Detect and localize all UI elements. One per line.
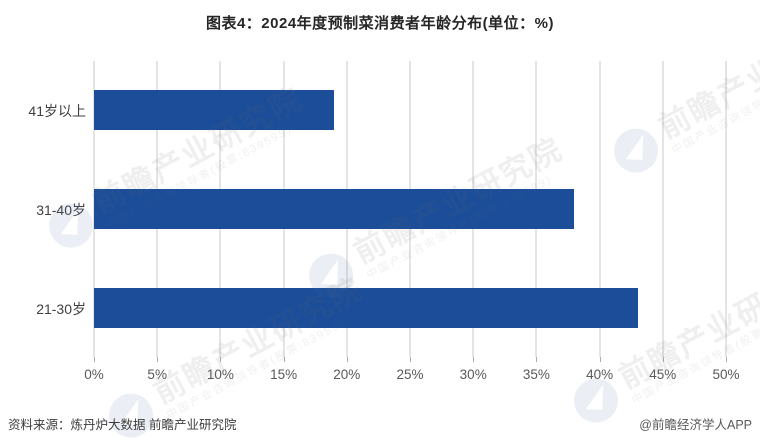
x-tick-label: 15% (270, 367, 298, 382)
axis-tick (536, 357, 538, 362)
x-tick-label: 20% (333, 367, 361, 382)
axis-tick (410, 357, 411, 362)
x-tick-label: 45% (649, 367, 677, 382)
bar-31-40岁 (94, 189, 575, 229)
chart-title: 图表4：2024年度预制菜消费者年龄分布(单位：%) (205, 15, 555, 32)
gridline (725, 61, 727, 357)
bar-21-30岁 (94, 287, 638, 328)
axis-tick (94, 357, 95, 362)
axis-tick (662, 357, 664, 362)
x-tick-label: 30% (459, 367, 487, 382)
gridline (661, 61, 664, 357)
x-tick-label: 10% (206, 367, 234, 382)
category-label: 21-30岁 (36, 300, 86, 317)
gridline (598, 61, 601, 357)
x-tick-label: 0% (84, 367, 104, 382)
category-label: 41岁以上 (28, 103, 86, 120)
credit-note: @前瞻经济学人APP (639, 418, 752, 432)
source-note: 资料来源：炼丹炉大数据 前瞻产业研究院 (8, 418, 237, 432)
x-tick-label: 40% (586, 367, 614, 382)
axis-tick (157, 357, 159, 362)
axis-tick (220, 357, 222, 362)
axis-tick (346, 357, 348, 362)
x-tick-label: 25% (396, 367, 424, 382)
x-tick-label: 35% (522, 367, 550, 382)
category-label: 31-40岁 (36, 202, 86, 218)
axis-tick (726, 357, 727, 362)
axis-tick (599, 357, 601, 362)
x-axis-tick-labels: 0% 5% 10% 15% 20% 25% 30% 35% 40% 45% 50% (84, 367, 739, 387)
axis-tick (473, 357, 475, 362)
x-tick-label: 50% (712, 367, 740, 382)
plot-area (93, 61, 727, 362)
bar-41岁以上 (94, 90, 335, 131)
axis-tick (283, 357, 285, 362)
category-axis-labels: 41岁以上 31-40岁 21-30岁 (0, 61, 86, 357)
x-tick-label: 5% (147, 367, 167, 382)
